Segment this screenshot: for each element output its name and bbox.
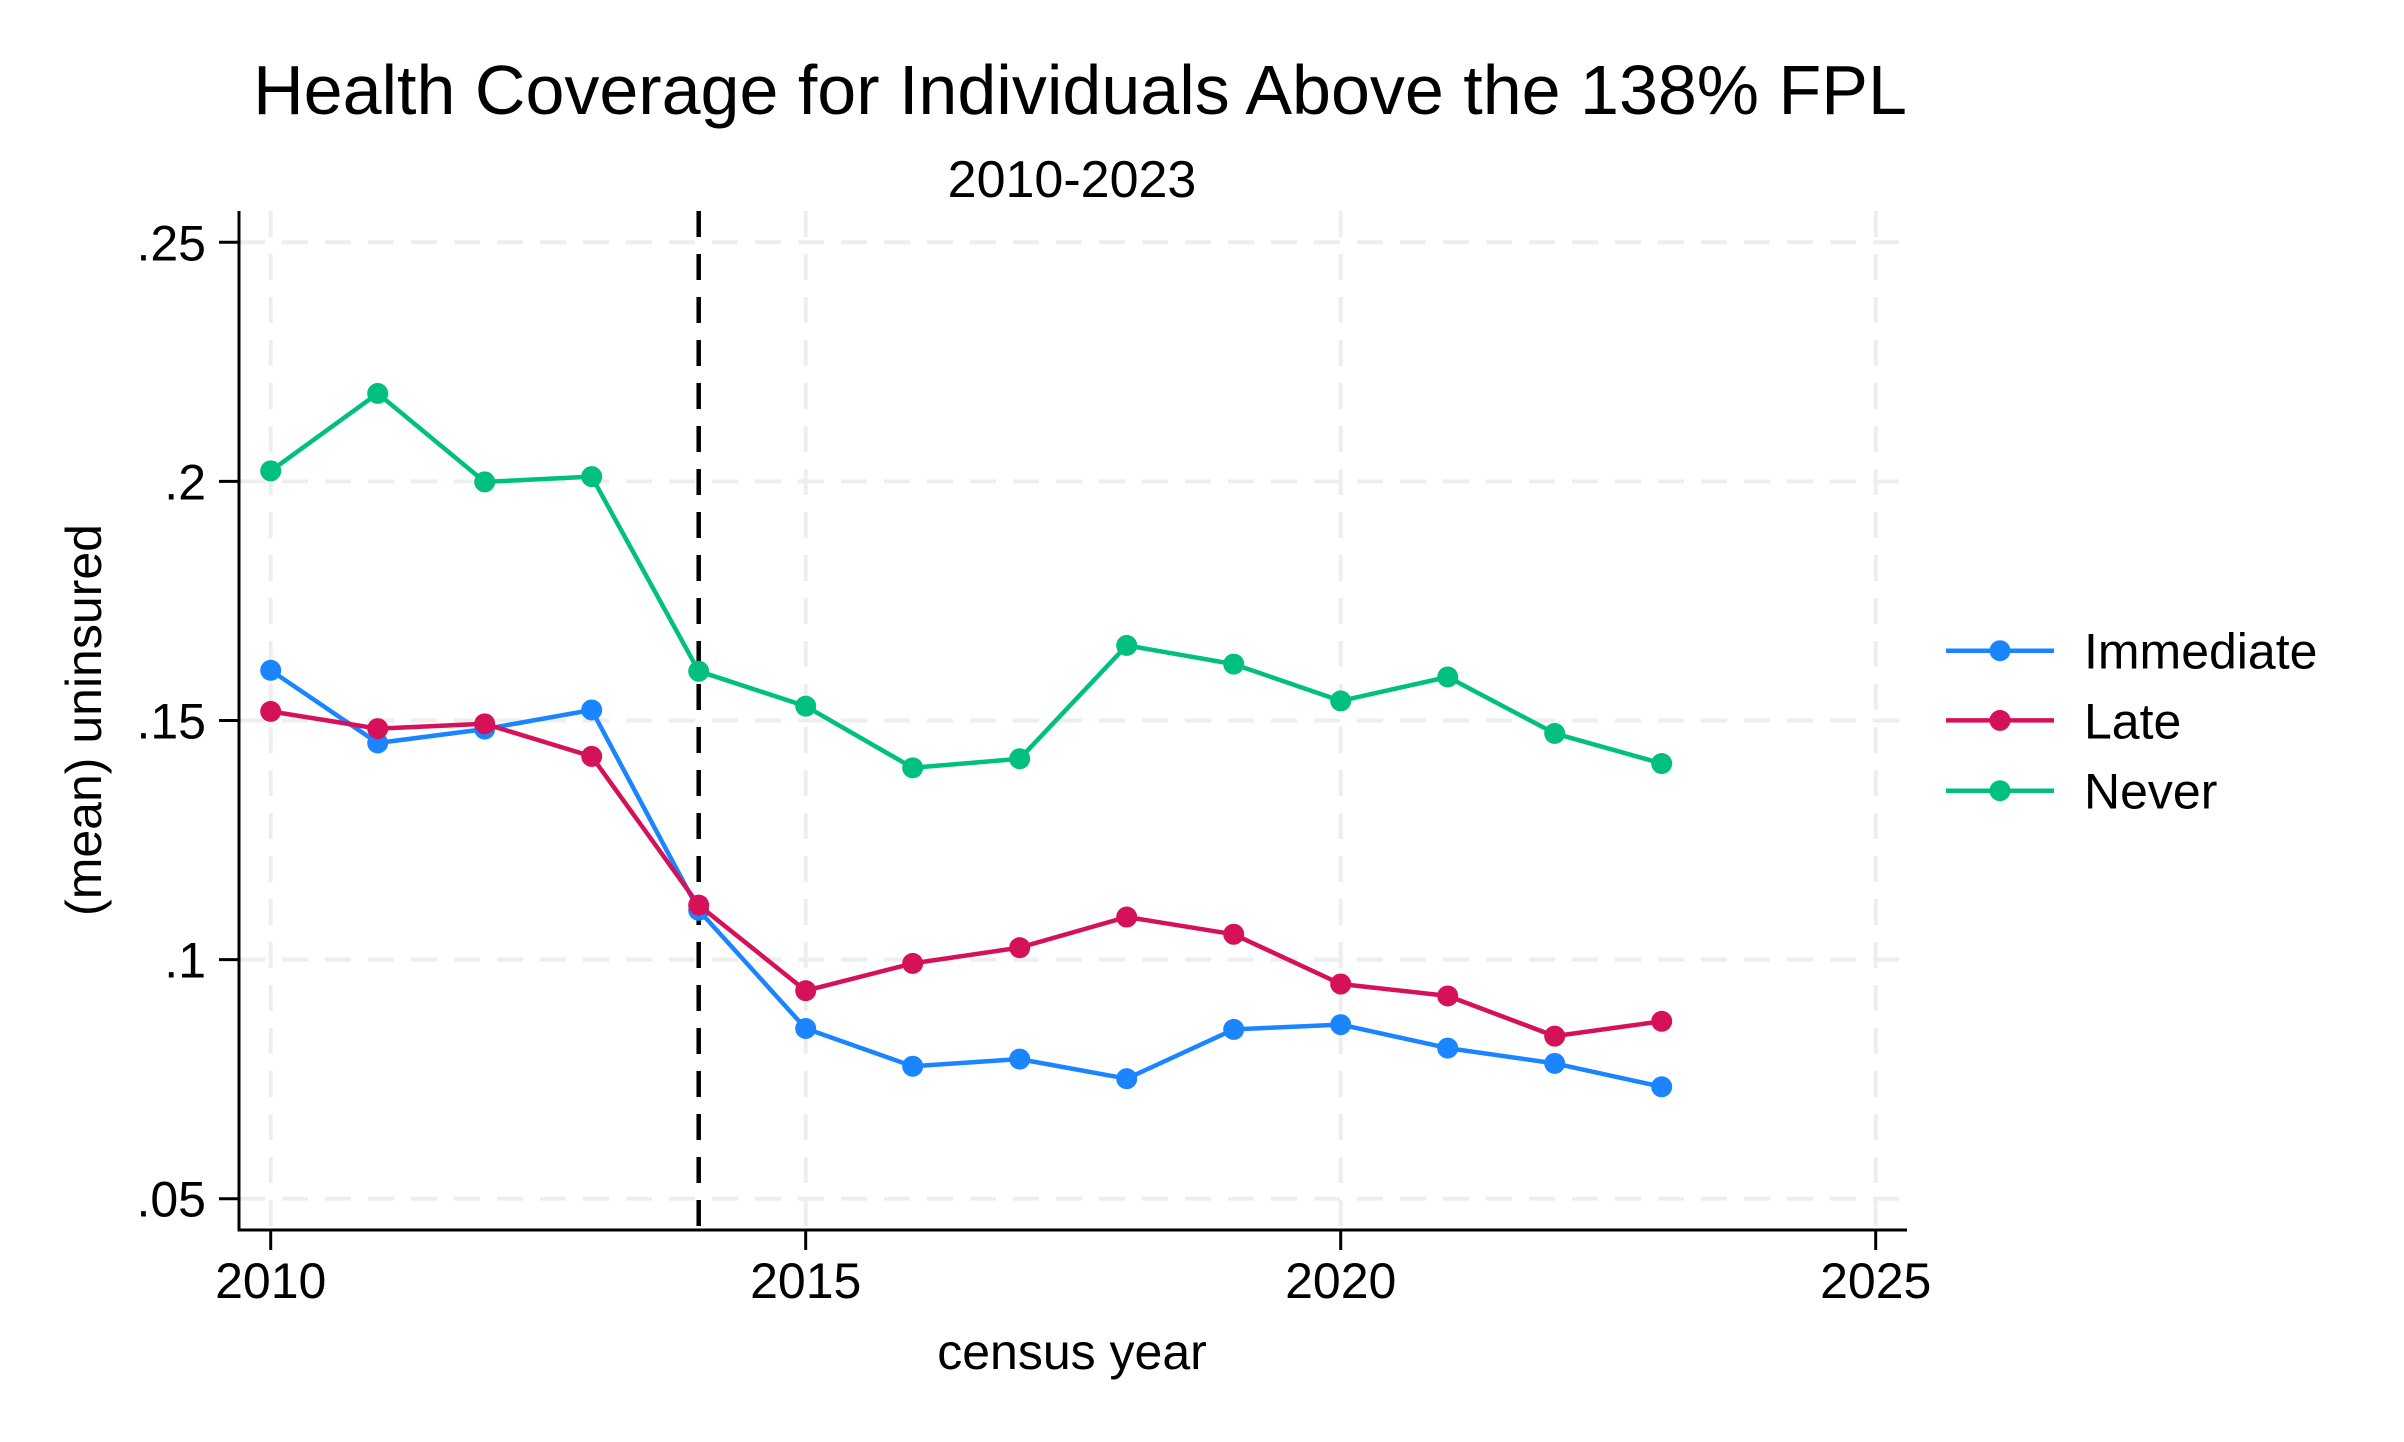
- data-point-late-2023: [1651, 1010, 1673, 1032]
- data-point-never-2017: [1009, 748, 1031, 770]
- data-point-immediate-2017: [1009, 1048, 1031, 1070]
- legend-item-late: Late: [1946, 693, 2181, 749]
- data-point-late-2017: [1009, 937, 1031, 959]
- data-point-immediate-2015: [795, 1017, 817, 1039]
- data-point-never-2013: [581, 466, 603, 488]
- data-point-never-2023: [1651, 753, 1673, 775]
- data-point-immediate-2010: [260, 659, 282, 681]
- chart-title: Health Coverage for Individuals Above th…: [253, 51, 1907, 129]
- data-point-never-2012: [474, 471, 496, 493]
- data-point-late-2016: [902, 952, 924, 974]
- data-point-never-2019: [1223, 653, 1245, 675]
- data-point-immediate-2020: [1330, 1014, 1352, 1036]
- data-point-late-2010: [260, 700, 282, 722]
- ticks: .05 .1 .15 .2 .25 2010 2015 2020 2025: [136, 215, 1931, 1309]
- y-axis-label: (mean) uninsured: [56, 524, 112, 916]
- legend-marker-never: [1989, 780, 2011, 802]
- data-point-never-2018: [1116, 634, 1138, 656]
- y-tick-label: .25: [136, 215, 206, 271]
- data-point-late-2013: [581, 745, 603, 767]
- legend-marker-late: [1989, 709, 2011, 731]
- series-line-never: [269, 391, 1663, 771]
- legend-label: Late: [2084, 693, 2181, 749]
- chart-subtitle: 2010-2023: [948, 151, 1197, 209]
- data-point-late-2015: [795, 980, 817, 1002]
- data-point-late-2014: [688, 894, 710, 916]
- y-tick-label: .2: [164, 454, 206, 510]
- x-tick-label: 2015: [750, 1253, 861, 1309]
- series-late: [260, 700, 1673, 1047]
- data-point-never-2021: [1437, 666, 1459, 688]
- data-point-never-2022: [1544, 722, 1566, 744]
- data-point-immediate-2023: [1651, 1076, 1673, 1098]
- data-point-never-2014: [688, 660, 710, 682]
- legend-label: Never: [2084, 764, 2217, 820]
- y-tick-label: .1: [164, 933, 206, 989]
- legend: Immediate Late Never: [1946, 624, 2317, 820]
- data-point-late-2011: [367, 718, 389, 740]
- data-point-immediate-2019: [1223, 1018, 1245, 1040]
- data-point-late-2022: [1544, 1025, 1566, 1047]
- x-tick-label: 2020: [1285, 1253, 1396, 1309]
- data-point-late-2020: [1330, 973, 1352, 995]
- data-point-immediate-2011: [367, 732, 389, 754]
- legend-marker-immediate: [1989, 640, 2011, 662]
- data-point-immediate-2022: [1544, 1052, 1566, 1074]
- data-point-immediate-2018: [1116, 1068, 1138, 1090]
- data-point-late-2021: [1437, 985, 1459, 1007]
- data-point-late-2019: [1223, 923, 1245, 945]
- data-point-never-2011: [367, 382, 389, 404]
- data-point-never-2010: [260, 460, 282, 482]
- data-point-immediate-2021: [1437, 1037, 1459, 1059]
- x-tick-label: 2010: [215, 1253, 326, 1309]
- y-tick-label: .05: [136, 1172, 206, 1228]
- series-never: [260, 382, 1673, 779]
- data-point-late-2018: [1116, 906, 1138, 928]
- series-group: [260, 382, 1673, 1098]
- x-axis-label: census year: [937, 1324, 1207, 1380]
- data-point-immediate-2016: [902, 1055, 924, 1077]
- data-point-immediate-2013: [581, 699, 603, 721]
- legend-label: Immediate: [2084, 624, 2317, 680]
- data-point-never-2015: [795, 695, 817, 717]
- legend-item-never: Never: [1946, 764, 2217, 820]
- legend-item-immediate: Immediate: [1946, 624, 2317, 680]
- data-point-never-2020: [1330, 690, 1352, 712]
- x-tick-label: 2025: [1820, 1253, 1931, 1309]
- series-line-immediate: [269, 668, 1663, 1089]
- data-point-never-2016: [902, 757, 924, 779]
- data-point-late-2012: [474, 713, 496, 735]
- y-tick-label: .15: [136, 694, 206, 750]
- series-line-late: [270, 709, 1663, 1039]
